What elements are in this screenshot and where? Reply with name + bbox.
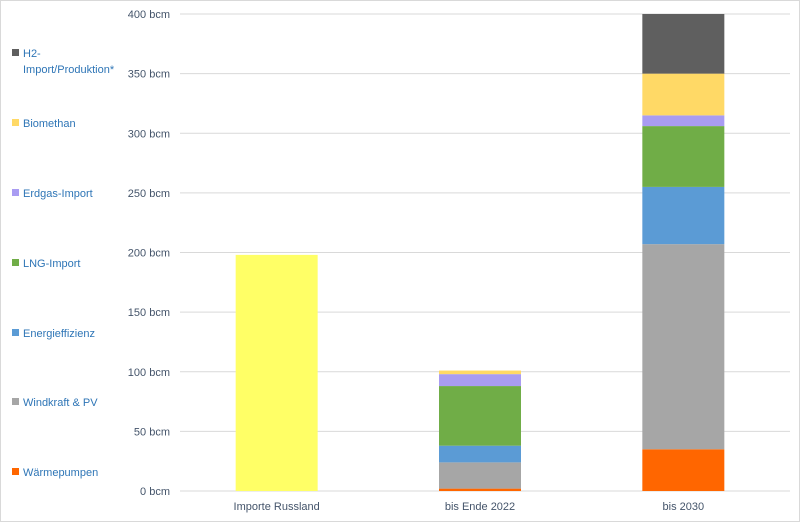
y-tick-label: 50 bcm [134,426,170,438]
y-tick-label: 0 bcm [140,486,170,498]
legend-label: Energieffizienz [23,328,95,340]
bars [235,14,725,491]
bar-segment [642,126,725,187]
legend-swatch [12,259,19,266]
legend-label: Windkraft & PV [23,397,98,409]
legend-label: Biomethan [23,118,76,130]
bar-segment [439,370,521,375]
bar-segment [642,244,725,450]
legend-swatch [12,398,19,405]
legend-label: Wärmepumpen [23,467,98,479]
x-category-label: Importe Russland [234,501,320,513]
bar-segment [642,186,725,245]
bar-segment [642,115,725,127]
legend-swatch [12,329,19,336]
legend-swatch [12,189,19,196]
y-tick-label: 250 bcm [128,188,170,200]
legend-label: Erdgas-Import [23,188,93,200]
bar-segment [642,449,725,491]
legend-label: LNG-Import [23,258,80,270]
bar-segment [439,488,521,491]
axis-labels: 0 bcm 50 bcm 100 bcm 150 bcm 200 bcm 250 bcm 3… [128,9,704,513]
bar-segment [439,386,521,446]
y-tick-label: 350 bcm [128,69,170,81]
legend: Wärmepumpen Windkraft & PV Energieffizienz… [12,48,115,479]
legend-label: H2-Import/Produktion* [23,48,115,76]
y-tick-label: 300 bcm [128,128,170,140]
x-category-label: bis 2030 [663,501,705,513]
bar-segment [642,14,725,74]
y-tick-label: 150 bcm [128,307,170,319]
x-category-label: bis Ende 2022 [445,501,515,513]
bar-segment [439,445,521,463]
y-tick-label: 200 bcm [128,248,170,260]
bar-segment [235,254,318,491]
y-tick-label: 400 bcm [128,9,170,21]
bar-segment [439,462,521,489]
y-tick-label: 100 bcm [128,367,170,379]
legend-swatch [12,468,19,475]
legend-swatch [12,49,19,56]
bar-segment [439,374,521,387]
legend-swatch [12,119,19,126]
bar-segment [642,73,725,116]
